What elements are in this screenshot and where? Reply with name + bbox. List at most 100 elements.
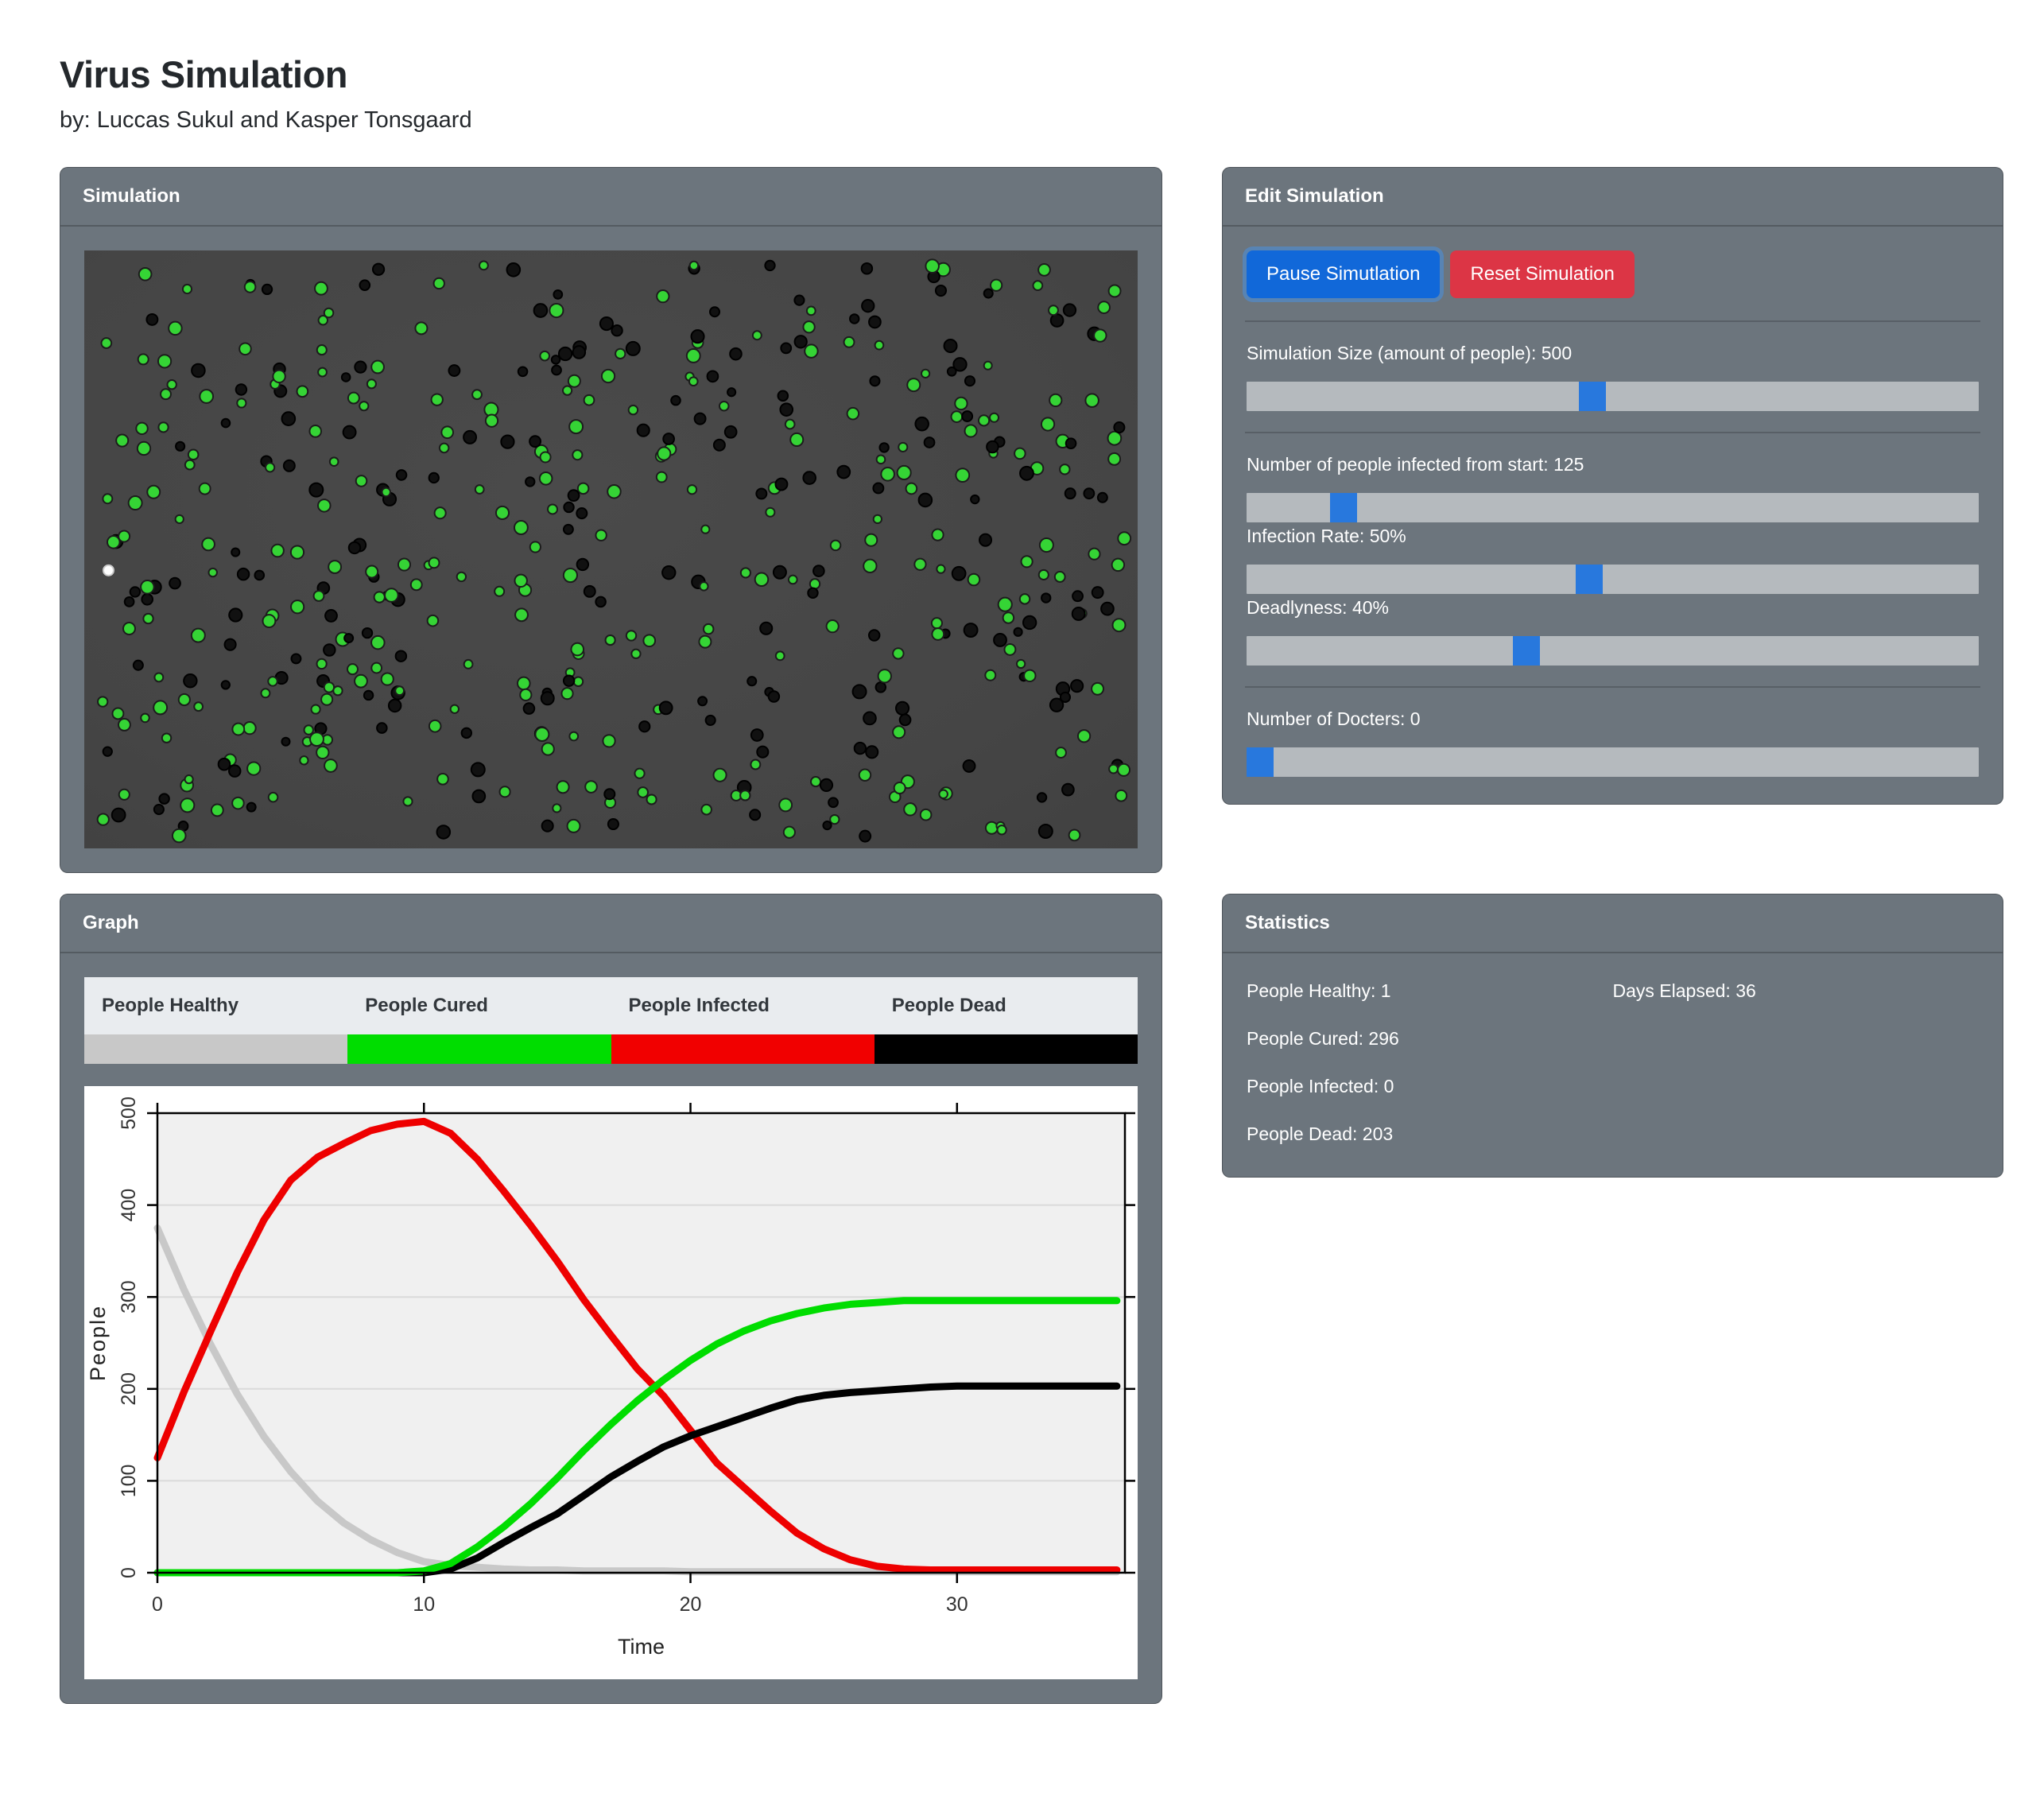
person-dot bbox=[1113, 421, 1126, 434]
person-dot bbox=[625, 630, 638, 642]
slider-thumb[interactable] bbox=[1576, 565, 1604, 594]
person-dot bbox=[688, 260, 700, 271]
person-dot bbox=[290, 653, 302, 665]
person-dot bbox=[699, 581, 709, 592]
infection-rate-label: Infection Rate: 50% bbox=[1247, 526, 1406, 546]
person-dot bbox=[963, 623, 979, 638]
person-dot bbox=[1117, 531, 1132, 546]
legend-labels-row: People Healthy People Cured People Infecte… bbox=[84, 977, 1138, 1034]
x-tick-label: 0 bbox=[152, 1593, 163, 1616]
person-dot bbox=[387, 698, 402, 713]
person-dot bbox=[729, 347, 743, 361]
person-dot bbox=[184, 774, 194, 785]
edit-buttons-row: Pause Simutlation Reset Simulation bbox=[1247, 250, 1979, 298]
person-dot bbox=[819, 778, 834, 793]
person-dot bbox=[140, 712, 150, 724]
slider-thumb[interactable] bbox=[1247, 747, 1274, 777]
person-dot bbox=[655, 471, 668, 483]
person-dot bbox=[825, 619, 840, 634]
person-dot bbox=[905, 482, 918, 495]
deadlyness-slider[interactable] bbox=[1247, 636, 1979, 666]
person-dot bbox=[898, 713, 912, 727]
person-dot bbox=[456, 571, 467, 583]
person-dot bbox=[316, 658, 328, 670]
person-dot bbox=[220, 680, 231, 690]
person-dot bbox=[317, 367, 328, 378]
person-dot bbox=[236, 398, 247, 409]
infected-start-slider[interactable] bbox=[1247, 493, 1979, 522]
person-dot bbox=[656, 289, 670, 304]
person-dot bbox=[1091, 681, 1105, 696]
person-dot bbox=[267, 791, 279, 803]
person-dot bbox=[759, 621, 774, 635]
person-dot bbox=[309, 731, 324, 747]
slider-thumb[interactable] bbox=[1512, 636, 1540, 666]
person-dot bbox=[137, 353, 149, 366]
person-dot bbox=[599, 316, 614, 332]
person-dot bbox=[549, 302, 564, 319]
reset-simulation-button[interactable]: Reset Simulation bbox=[1450, 250, 1635, 298]
person-dot bbox=[440, 425, 455, 440]
x-tick-label: 10 bbox=[413, 1593, 435, 1616]
person-dot bbox=[1071, 607, 1086, 621]
person-dot bbox=[96, 696, 109, 708]
person-dot bbox=[943, 339, 958, 354]
person-dot bbox=[595, 529, 607, 541]
person-dot bbox=[861, 298, 875, 313]
person-dot bbox=[747, 676, 758, 687]
person-dot bbox=[802, 320, 816, 334]
person-dot bbox=[426, 614, 440, 627]
legend-colors-row bbox=[84, 1034, 1138, 1064]
doctors-slider[interactable] bbox=[1247, 747, 1979, 777]
person-dot bbox=[658, 700, 673, 716]
person-dot bbox=[261, 283, 273, 296]
person-dot bbox=[517, 366, 529, 378]
person-dot bbox=[177, 693, 191, 707]
person-dot bbox=[514, 607, 529, 623]
person-dot bbox=[946, 366, 957, 377]
person-dot bbox=[685, 348, 701, 363]
person-dot bbox=[774, 477, 789, 491]
person-dot bbox=[903, 802, 917, 817]
infection-rate-slider[interactable] bbox=[1247, 565, 1979, 594]
legend-color-swatch bbox=[347, 1034, 611, 1064]
person-dot bbox=[118, 788, 130, 801]
person-dot bbox=[1091, 586, 1104, 600]
person-dot bbox=[193, 701, 204, 712]
x-axis-title: Time bbox=[618, 1635, 665, 1659]
person-dot bbox=[187, 448, 200, 461]
person-dot bbox=[914, 416, 929, 432]
person-dot bbox=[231, 547, 241, 557]
person-dot bbox=[954, 396, 968, 411]
simulation-size-slider[interactable] bbox=[1247, 382, 1979, 411]
person-dot bbox=[892, 647, 905, 660]
person-dot bbox=[1002, 611, 1015, 624]
person-dot bbox=[984, 821, 999, 835]
person-dot bbox=[239, 342, 252, 356]
simulation-size-label: Simulation Size (amount of people): 500 bbox=[1247, 343, 1573, 363]
person-dot bbox=[780, 342, 793, 355]
person-dot bbox=[566, 818, 581, 833]
pause-simulation-button[interactable]: Pause Simutlation bbox=[1247, 250, 1441, 298]
person-dot bbox=[951, 565, 967, 581]
person-dot bbox=[118, 530, 131, 543]
person-dot bbox=[964, 375, 976, 387]
person-dot bbox=[990, 278, 1003, 292]
person-dot bbox=[880, 467, 895, 482]
person-dot bbox=[739, 567, 751, 579]
y-tick-label: 0 bbox=[118, 1567, 140, 1578]
person-dot bbox=[595, 596, 607, 608]
person-dot bbox=[317, 315, 329, 326]
person-dot bbox=[860, 262, 874, 275]
slider-thumb[interactable] bbox=[1578, 382, 1606, 411]
person-dot bbox=[898, 441, 909, 452]
slider-thumb[interactable] bbox=[1330, 493, 1358, 522]
person-dot bbox=[996, 825, 1007, 836]
person-dot bbox=[630, 648, 642, 659]
person-dot bbox=[223, 638, 237, 651]
person-dot bbox=[479, 260, 489, 271]
person-dot bbox=[704, 714, 716, 726]
divider bbox=[1245, 686, 1980, 688]
person-dot bbox=[1088, 547, 1101, 561]
person-dot bbox=[262, 614, 277, 628]
